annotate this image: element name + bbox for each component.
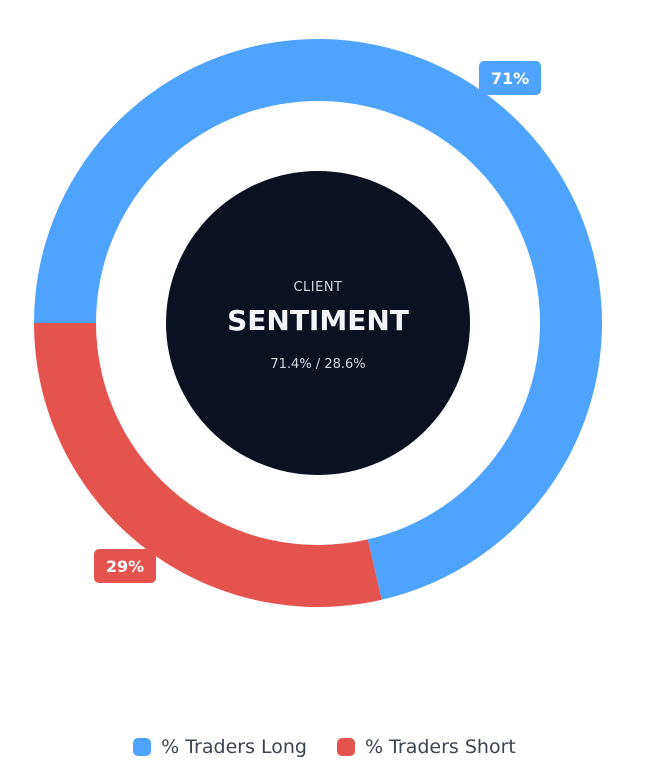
legend-label-short: % Traders Short xyxy=(364,736,516,758)
legend-item-short[interactable]: % Traders Short xyxy=(336,736,516,758)
legend-swatch-long xyxy=(133,738,152,756)
center-ratio-label: 71.4% / 28.6% xyxy=(270,357,365,372)
chart-legend: % Traders Long % Traders Short xyxy=(0,736,649,758)
legend-item-long[interactable]: % Traders Long xyxy=(133,736,307,758)
slice-short[interactable] xyxy=(34,323,382,607)
legend-swatch-short xyxy=(336,738,355,756)
data-label-badge-short xyxy=(94,549,156,583)
data-label-text-long: 71% xyxy=(491,69,529,88)
data-label-short: 29% xyxy=(94,549,156,583)
data-label-long: 71% xyxy=(479,61,541,95)
legend-label-long: % Traders Long xyxy=(161,736,307,758)
center-kicker-label: CLIENT xyxy=(293,280,342,295)
center-disc xyxy=(166,171,470,475)
center-title-label: SENTIMENT xyxy=(227,304,409,337)
data-label-text-short: 29% xyxy=(106,557,144,576)
data-label-badge-long xyxy=(479,61,541,95)
donut-chart: CLIENT SENTIMENT 71.4% / 28.6% 71% 29% xyxy=(34,38,603,607)
